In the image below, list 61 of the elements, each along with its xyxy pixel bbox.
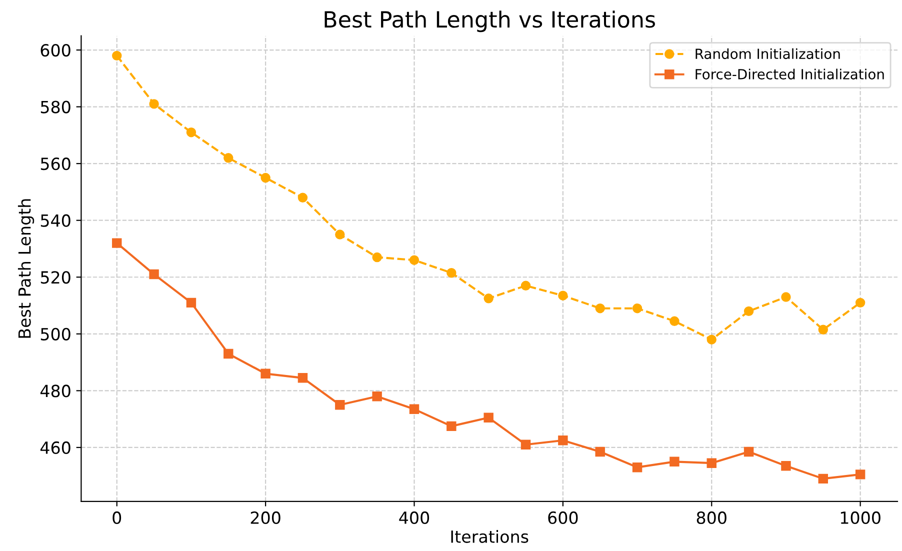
point	[595, 446, 605, 457]
point	[224, 348, 234, 359]
y-tick-label: 520	[40, 271, 70, 284]
y-axis-title: Best Path Length	[18, 199, 34, 338]
point	[224, 153, 234, 163]
y-tick-label: 600	[40, 44, 70, 57]
point	[298, 192, 308, 202]
point	[520, 440, 531, 450]
chart-title: Best Path Length vs Iterations	[324, 10, 655, 32]
point	[706, 334, 716, 344]
y-tick-label: 480	[40, 384, 70, 398]
point	[484, 412, 494, 423]
point	[112, 50, 122, 61]
point	[670, 316, 680, 326]
point	[781, 461, 791, 471]
point	[781, 292, 791, 302]
legend-label: Random Initialization	[696, 48, 840, 60]
x-tick-label: 800	[696, 511, 726, 524]
point	[260, 172, 270, 183]
point	[520, 280, 531, 291]
point	[706, 458, 716, 468]
point	[670, 456, 680, 467]
point	[409, 404, 420, 414]
point	[112, 238, 122, 248]
point	[186, 127, 196, 138]
point	[632, 303, 642, 314]
point	[855, 298, 866, 308]
point	[818, 474, 828, 484]
y-tick-label: 460	[40, 441, 70, 454]
point	[149, 99, 159, 109]
point	[335, 400, 345, 410]
y-tick-label: 540	[40, 214, 70, 227]
x-tick-label: 400	[399, 511, 430, 524]
x-tick-label: 600	[548, 511, 578, 524]
legend-label: Force-Directed Initialization	[696, 68, 884, 80]
point	[744, 446, 754, 457]
point	[260, 368, 270, 379]
y-tick-label: 500	[40, 328, 70, 340]
point	[186, 298, 196, 308]
point	[446, 268, 456, 278]
point	[446, 421, 456, 432]
point	[372, 392, 382, 402]
point	[409, 255, 420, 265]
point	[149, 269, 159, 280]
point	[855, 470, 866, 480]
point	[558, 290, 568, 300]
point	[558, 436, 568, 446]
point	[595, 303, 605, 314]
point	[632, 462, 642, 472]
point	[372, 252, 382, 262]
point	[484, 294, 494, 304]
x-axis-title: Iterations	[451, 530, 528, 543]
x-tick-label: 200	[250, 511, 280, 524]
y-tick-label: 560	[40, 158, 70, 170]
point	[744, 306, 754, 316]
y-tick-label: 580	[40, 100, 70, 114]
x-tick-label: 1000	[840, 511, 880, 524]
point	[335, 230, 345, 240]
point	[818, 324, 828, 335]
point	[298, 373, 308, 383]
x-tick-label: 0	[112, 511, 122, 524]
